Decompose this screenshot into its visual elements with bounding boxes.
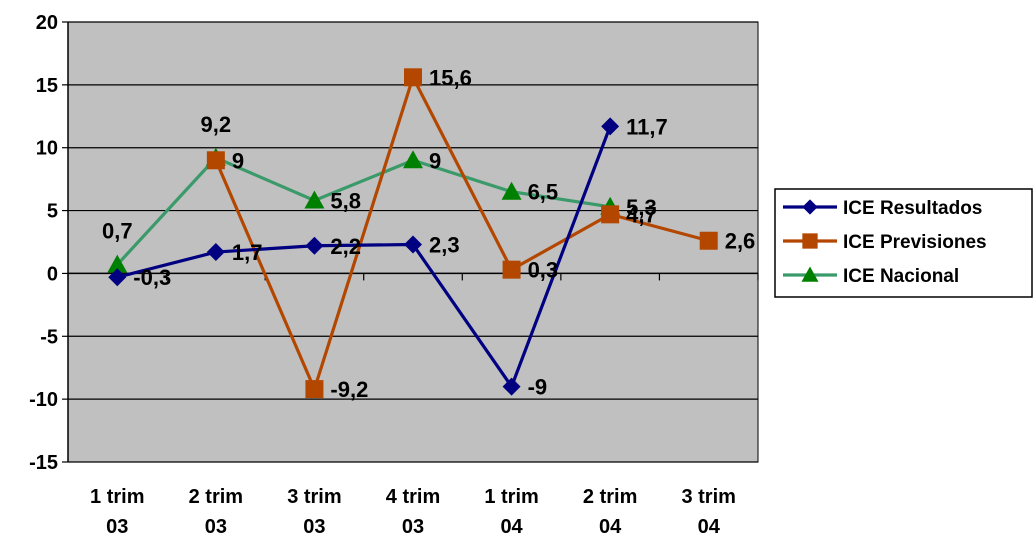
series-markers — [107, 68, 718, 399]
x-tick-label: 1 trim — [90, 486, 144, 508]
data-point — [404, 68, 422, 87]
data-point — [404, 235, 422, 254]
data-point — [501, 181, 522, 200]
x-tick-label: 2 trim — [583, 486, 637, 508]
data-point — [699, 231, 718, 250]
y-tick-label: 10 — [36, 138, 58, 160]
axes — [62, 21, 759, 463]
data-point — [305, 236, 324, 255]
series-lines — [116, 75, 710, 391]
data-point — [502, 377, 521, 396]
series-line — [116, 156, 611, 266]
legend-label: ICE Resultados — [843, 198, 982, 219]
y-tick-label: -10 — [29, 389, 58, 411]
legend-item: ICE Nacional — [783, 266, 959, 287]
y-tick-label: 0 — [47, 263, 58, 285]
y-tick-label: 5 — [47, 201, 58, 223]
data-label: 9 — [429, 148, 441, 173]
legend-marker — [801, 266, 819, 282]
data-labels: -0,3 1,7 2,2 2,3 -9 11,7 9 -9,2 15,6 0,3 4,7 2,6 0,7… — [102, 65, 755, 402]
legend-marker — [802, 233, 818, 249]
x-tick-label: 04 — [500, 516, 523, 538]
data-label: 2,2 — [330, 234, 361, 259]
data-label: 1,7 — [232, 240, 263, 265]
data-point — [304, 190, 325, 209]
legend-marker — [802, 199, 818, 215]
x-tick-label: 4 trim — [386, 486, 440, 508]
x-tick-label: 03 — [205, 516, 227, 538]
x-tick-label: 03 — [402, 516, 424, 538]
data-label: -9,2 — [330, 377, 368, 402]
series-line — [214, 75, 710, 391]
data-point — [403, 150, 423, 169]
data-label: 0,3 — [528, 258, 559, 283]
x-tick-label: 2 trim — [189, 486, 243, 508]
x-axis-tick-labels: 1 trim 03 2 trim 03 3 trim 03 4 trim 03 1 trim 04… — [90, 486, 736, 538]
data-point — [206, 151, 225, 170]
data-point — [305, 380, 324, 399]
x-tick-label: 03 — [106, 516, 128, 538]
y-tick-label: 15 — [36, 75, 58, 97]
data-label: 15,6 — [429, 65, 472, 90]
series-line — [116, 125, 612, 389]
data-point — [206, 243, 225, 262]
data-label: 11,7 — [626, 114, 668, 139]
data-label: -0,3 — [133, 265, 171, 290]
x-tick-label: 1 trim — [484, 486, 538, 508]
data-label: 5,3 — [626, 195, 657, 220]
data-label: 4,7 — [626, 202, 657, 227]
data-label: 2,3 — [429, 233, 460, 258]
data-label: 0,7 — [102, 219, 133, 244]
legend-label: ICE Previsiones — [843, 232, 987, 253]
data-label: 5,8 — [330, 189, 361, 214]
data-label: 6,5 — [528, 180, 559, 205]
data-label: 9 — [232, 148, 244, 173]
legend-item: ICE Resultados — [783, 198, 982, 219]
data-label: 9,2 — [201, 112, 232, 137]
y-tick-label: 20 — [36, 12, 58, 34]
legend-label: ICE Nacional — [843, 266, 959, 287]
y-tick-label: -5 — [40, 326, 58, 348]
x-tick-label: 04 — [698, 516, 721, 538]
data-label: 2,6 — [725, 229, 756, 254]
y-tick-label: -15 — [29, 452, 58, 474]
x-tick-label: 3 trim — [681, 486, 735, 508]
legend-item: ICE Previsiones — [783, 232, 987, 253]
x-tick-label: 3 trim — [287, 486, 341, 508]
data-point — [601, 117, 620, 136]
data-point — [601, 205, 620, 224]
data-point — [107, 254, 128, 273]
y-axis-tick-labels: 20 15 10 5 0 -5 -10 -15 — [29, 12, 58, 474]
data-label: -9 — [528, 375, 548, 400]
x-tick-label: 04 — [599, 516, 622, 538]
legend: ICE Resultados ICE Previsiones ICE Naciona… — [774, 188, 1033, 298]
data-point — [502, 260, 521, 279]
data-point — [108, 268, 127, 287]
x-tick-label: 03 — [303, 516, 325, 538]
